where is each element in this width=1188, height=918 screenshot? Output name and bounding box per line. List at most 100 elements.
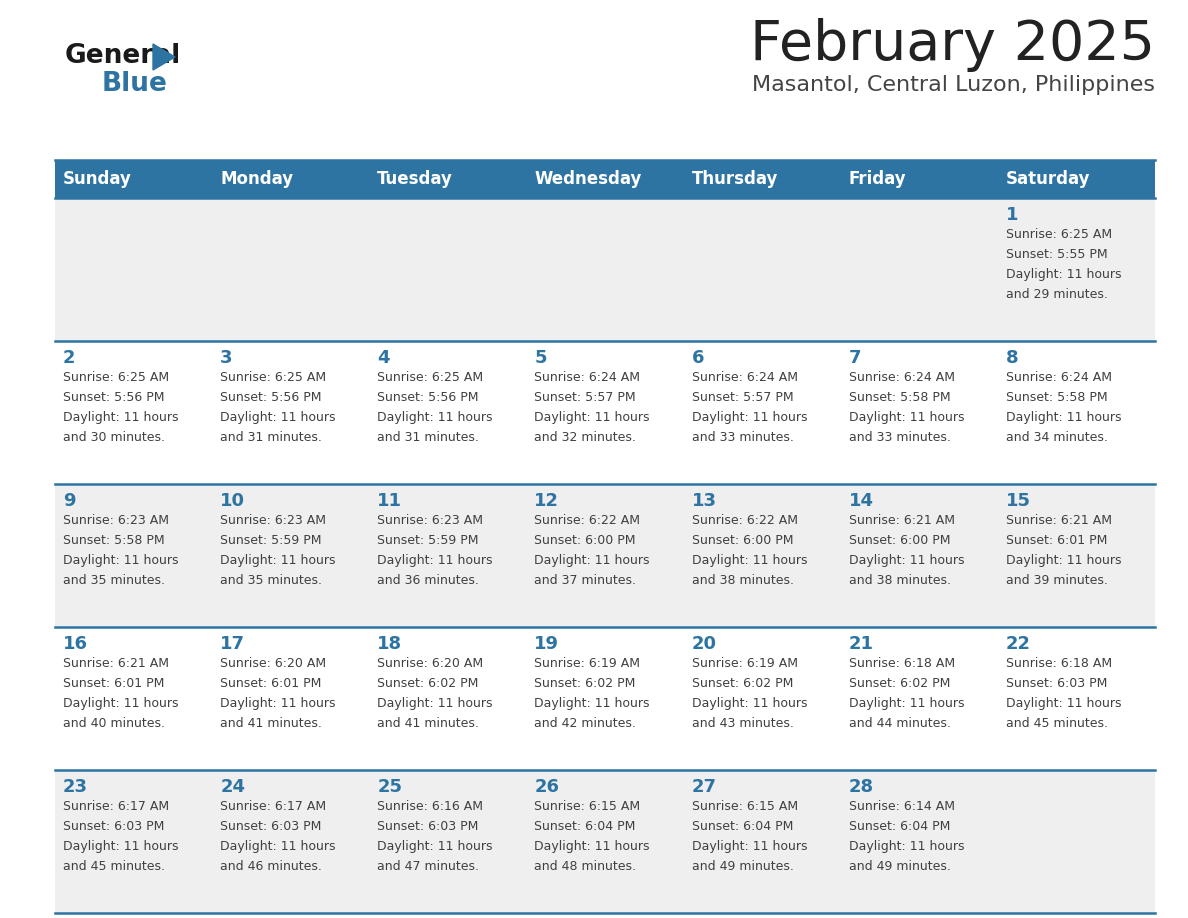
Text: Sunset: 6:02 PM: Sunset: 6:02 PM: [378, 677, 479, 690]
Text: Sunrise: 6:25 AM: Sunrise: 6:25 AM: [1006, 228, 1112, 241]
Text: and 49 minutes.: and 49 minutes.: [691, 860, 794, 873]
Text: Blue: Blue: [102, 71, 168, 97]
Bar: [55, 627, 1155, 770]
Text: Sunset: 6:02 PM: Sunset: 6:02 PM: [535, 677, 636, 690]
Text: Daylight: 11 hours: Daylight: 11 hours: [691, 411, 807, 424]
Text: 17: 17: [220, 635, 245, 653]
Text: and 33 minutes.: and 33 minutes.: [848, 431, 950, 444]
Text: Daylight: 11 hours: Daylight: 11 hours: [378, 554, 493, 567]
Text: 13: 13: [691, 492, 716, 510]
Text: 10: 10: [220, 492, 245, 510]
Text: and 37 minutes.: and 37 minutes.: [535, 574, 637, 587]
Text: 23: 23: [63, 778, 88, 796]
Text: Wednesday: Wednesday: [535, 170, 642, 188]
Text: Sunset: 5:59 PM: Sunset: 5:59 PM: [220, 534, 322, 547]
Text: 24: 24: [220, 778, 245, 796]
Text: Sunrise: 6:19 AM: Sunrise: 6:19 AM: [535, 657, 640, 670]
Text: and 31 minutes.: and 31 minutes.: [220, 431, 322, 444]
Text: Sunrise: 6:22 AM: Sunrise: 6:22 AM: [535, 514, 640, 527]
Text: Sunrise: 6:20 AM: Sunrise: 6:20 AM: [220, 657, 327, 670]
Text: Sunset: 6:00 PM: Sunset: 6:00 PM: [691, 534, 794, 547]
Text: Sunrise: 6:18 AM: Sunrise: 6:18 AM: [848, 657, 955, 670]
Text: and 30 minutes.: and 30 minutes.: [63, 431, 165, 444]
Text: and 38 minutes.: and 38 minutes.: [848, 574, 950, 587]
Text: Sunrise: 6:24 AM: Sunrise: 6:24 AM: [848, 371, 955, 384]
Text: Daylight: 11 hours: Daylight: 11 hours: [1006, 268, 1121, 281]
Text: and 48 minutes.: and 48 minutes.: [535, 860, 637, 873]
Text: Sunrise: 6:25 AM: Sunrise: 6:25 AM: [63, 371, 169, 384]
Text: and 45 minutes.: and 45 minutes.: [63, 860, 165, 873]
Text: and 34 minutes.: and 34 minutes.: [1006, 431, 1107, 444]
Text: Sunrise: 6:25 AM: Sunrise: 6:25 AM: [220, 371, 327, 384]
Text: Daylight: 11 hours: Daylight: 11 hours: [63, 554, 178, 567]
Text: Sunset: 6:04 PM: Sunset: 6:04 PM: [691, 820, 792, 833]
Text: General: General: [65, 43, 182, 69]
Text: Monday: Monday: [220, 170, 293, 188]
Text: Sunset: 6:02 PM: Sunset: 6:02 PM: [848, 677, 950, 690]
Text: 7: 7: [848, 349, 861, 367]
Text: and 42 minutes.: and 42 minutes.: [535, 717, 637, 730]
Text: Sunrise: 6:23 AM: Sunrise: 6:23 AM: [378, 514, 484, 527]
Bar: [55, 160, 1155, 198]
Text: Thursday: Thursday: [691, 170, 778, 188]
Text: Sunset: 5:59 PM: Sunset: 5:59 PM: [378, 534, 479, 547]
Text: 11: 11: [378, 492, 403, 510]
Text: Daylight: 11 hours: Daylight: 11 hours: [378, 697, 493, 710]
Text: Sunset: 6:03 PM: Sunset: 6:03 PM: [220, 820, 322, 833]
Text: Daylight: 11 hours: Daylight: 11 hours: [848, 554, 965, 567]
Text: 22: 22: [1006, 635, 1031, 653]
Text: Sunset: 5:55 PM: Sunset: 5:55 PM: [1006, 248, 1107, 261]
Text: 20: 20: [691, 635, 716, 653]
Text: Sunset: 6:01 PM: Sunset: 6:01 PM: [220, 677, 322, 690]
Text: Daylight: 11 hours: Daylight: 11 hours: [848, 840, 965, 853]
Text: 3: 3: [220, 349, 233, 367]
Text: Sunset: 6:03 PM: Sunset: 6:03 PM: [1006, 677, 1107, 690]
Text: Sunrise: 6:17 AM: Sunrise: 6:17 AM: [220, 800, 327, 813]
Text: Sunset: 5:58 PM: Sunset: 5:58 PM: [848, 391, 950, 404]
Text: Sunset: 6:00 PM: Sunset: 6:00 PM: [535, 534, 636, 547]
Text: Daylight: 11 hours: Daylight: 11 hours: [691, 840, 807, 853]
Text: 16: 16: [63, 635, 88, 653]
Text: Daylight: 11 hours: Daylight: 11 hours: [378, 840, 493, 853]
Text: Sunrise: 6:24 AM: Sunrise: 6:24 AM: [1006, 371, 1112, 384]
Text: 14: 14: [848, 492, 873, 510]
Bar: [55, 484, 1155, 627]
Text: 6: 6: [691, 349, 704, 367]
Text: Daylight: 11 hours: Daylight: 11 hours: [1006, 554, 1121, 567]
Text: and 33 minutes.: and 33 minutes.: [691, 431, 794, 444]
Text: Sunset: 5:57 PM: Sunset: 5:57 PM: [691, 391, 794, 404]
Text: Sunset: 5:56 PM: Sunset: 5:56 PM: [378, 391, 479, 404]
Text: Sunset: 5:56 PM: Sunset: 5:56 PM: [63, 391, 164, 404]
Text: and 31 minutes.: and 31 minutes.: [378, 431, 479, 444]
Text: Daylight: 11 hours: Daylight: 11 hours: [535, 697, 650, 710]
Text: Sunrise: 6:25 AM: Sunrise: 6:25 AM: [378, 371, 484, 384]
Text: Sunrise: 6:17 AM: Sunrise: 6:17 AM: [63, 800, 169, 813]
Text: Daylight: 11 hours: Daylight: 11 hours: [220, 411, 336, 424]
Text: Daylight: 11 hours: Daylight: 11 hours: [220, 697, 336, 710]
Text: 1: 1: [1006, 206, 1018, 224]
Text: and 43 minutes.: and 43 minutes.: [691, 717, 794, 730]
Text: Sunset: 6:04 PM: Sunset: 6:04 PM: [848, 820, 950, 833]
Text: 2: 2: [63, 349, 76, 367]
Text: and 29 minutes.: and 29 minutes.: [1006, 288, 1107, 301]
Text: Daylight: 11 hours: Daylight: 11 hours: [691, 554, 807, 567]
Text: Sunrise: 6:14 AM: Sunrise: 6:14 AM: [848, 800, 955, 813]
Text: and 41 minutes.: and 41 minutes.: [378, 717, 479, 730]
Text: 15: 15: [1006, 492, 1031, 510]
Text: Tuesday: Tuesday: [378, 170, 453, 188]
Text: February 2025: February 2025: [750, 18, 1155, 72]
Text: 19: 19: [535, 635, 560, 653]
Bar: [55, 770, 1155, 913]
Text: Masantol, Central Luzon, Philippines: Masantol, Central Luzon, Philippines: [752, 75, 1155, 95]
Text: and 36 minutes.: and 36 minutes.: [378, 574, 479, 587]
Text: 12: 12: [535, 492, 560, 510]
Text: 25: 25: [378, 778, 403, 796]
Text: Daylight: 11 hours: Daylight: 11 hours: [848, 411, 965, 424]
Text: Sunset: 5:56 PM: Sunset: 5:56 PM: [220, 391, 322, 404]
Text: Sunset: 5:58 PM: Sunset: 5:58 PM: [1006, 391, 1107, 404]
Text: 27: 27: [691, 778, 716, 796]
Text: and 32 minutes.: and 32 minutes.: [535, 431, 637, 444]
Text: Daylight: 11 hours: Daylight: 11 hours: [378, 411, 493, 424]
Text: Daylight: 11 hours: Daylight: 11 hours: [1006, 411, 1121, 424]
Text: Daylight: 11 hours: Daylight: 11 hours: [63, 697, 178, 710]
